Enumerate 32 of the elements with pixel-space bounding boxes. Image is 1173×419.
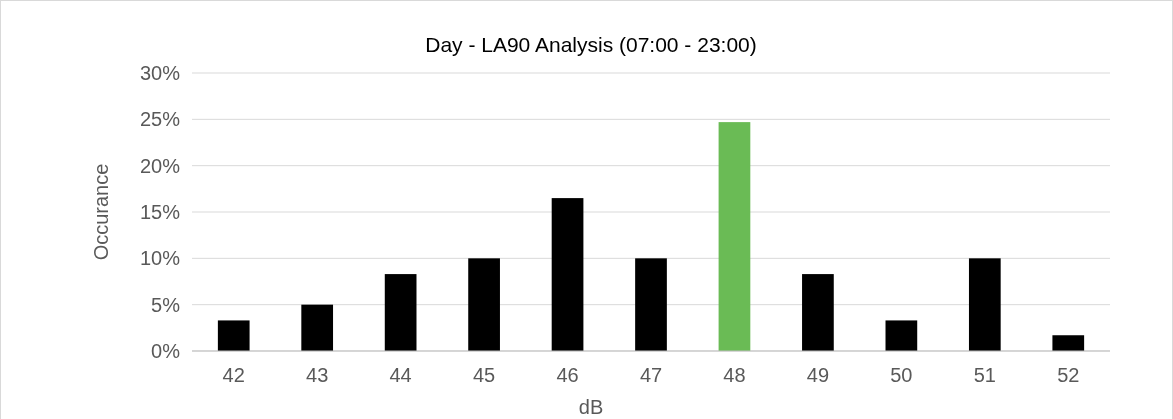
x-tick-label: 47 (639, 364, 663, 386)
bar (1052, 335, 1085, 351)
bar (217, 320, 250, 351)
x-tick-label: 42 (222, 364, 245, 386)
y-tick-label: 5% (151, 293, 181, 316)
y-tick-label: 20% (139, 154, 181, 177)
y-tick-label: 30% (139, 62, 181, 84)
bar (551, 198, 584, 351)
y-axis-title: Occurance (90, 163, 112, 261)
y-tick-label: 15% (139, 201, 181, 223)
y-tick-label: 25% (139, 108, 181, 131)
x-tick-label: 51 (973, 364, 996, 386)
x-tick-label: 45 (472, 364, 496, 386)
x-tick-label: 48 (723, 364, 746, 386)
y-tick-label: 0% (151, 340, 181, 362)
bar (301, 304, 334, 351)
bar (885, 320, 918, 351)
bar (802, 274, 834, 351)
bar (384, 274, 417, 351)
x-tick-label: 49 (806, 364, 830, 386)
bar (468, 258, 500, 351)
y-tick-label: 10% (139, 247, 181, 270)
bar (968, 258, 1001, 351)
x-tick-label: 43 (306, 364, 329, 386)
x-tick-label: 46 (556, 364, 579, 386)
bar (718, 122, 751, 351)
chart-title: Day - LA90 Analysis (07:00 - 23:00) (425, 33, 757, 56)
bar (635, 258, 667, 351)
x-tick-label: 44 (389, 364, 412, 386)
x-tick-label: 52 (1057, 364, 1080, 386)
x-axis-title: dB (578, 396, 604, 418)
x-tick-label: 50 (890, 364, 913, 386)
